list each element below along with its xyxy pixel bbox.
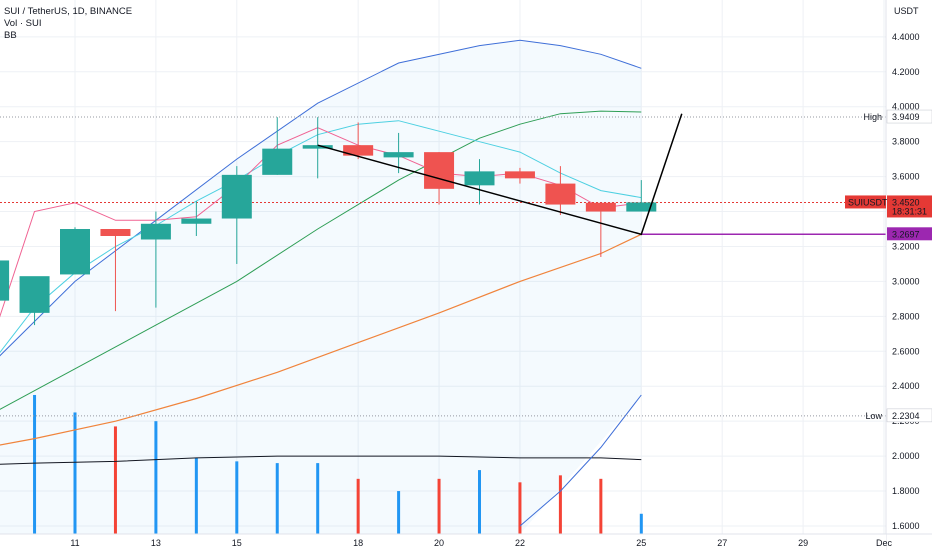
price-axis-tick: 2.8000: [892, 311, 920, 321]
candle-body[interactable]: [585, 202, 616, 212]
time-axis-tick: 22: [515, 538, 525, 548]
legend-volume[interactable]: Vol · SUI: [4, 18, 42, 29]
time-axis-tick: 18: [353, 538, 363, 548]
candle-body[interactable]: [383, 152, 414, 158]
low-value-box: [886, 408, 932, 423]
candle-body[interactable]: [100, 229, 131, 236]
candle-body[interactable]: [221, 174, 252, 219]
volume-bar: [437, 478, 441, 534]
volume-bar: [639, 513, 643, 534]
price-axis-tick: 3.6000: [892, 172, 920, 182]
candle-body[interactable]: [0, 260, 10, 301]
volume-bar: [154, 421, 158, 534]
price-axis-tick: 3.0000: [892, 276, 920, 286]
low-axis-value: 2.2304: [892, 411, 920, 421]
support-price-box: [887, 227, 932, 241]
time-axis-bg: [0, 534, 886, 550]
trend-line-drawing[interactable]: [317, 113, 683, 236]
candle-body[interactable]: [504, 171, 535, 179]
time-axis-tick: 11: [70, 538, 79, 548]
time-axis-tick: 15: [232, 538, 242, 548]
price-axis-tick: 4.2000: [892, 67, 920, 77]
volume-bar: [33, 394, 37, 534]
candle-body[interactable]: [60, 229, 90, 275]
current-price-countdown: 18:31:31: [892, 206, 927, 216]
time-axis-tick: 13: [151, 538, 161, 548]
time-axis-tick: 27: [717, 538, 727, 548]
time-axis-tick: 29: [798, 538, 808, 548]
candle-body[interactable]: [302, 145, 333, 149]
volume-bar: [113, 426, 117, 534]
volume-bar: [316, 463, 320, 534]
high-label: High: [863, 112, 882, 122]
price-axis-tick: 1.6000: [892, 521, 920, 531]
current-symbol-box: [845, 195, 886, 209]
volume-bar: [73, 412, 77, 534]
legend-bb[interactable]: BB: [4, 30, 17, 41]
legend-symbol[interactable]: SUI / TetherUS, 1D, BINANCE: [4, 6, 133, 17]
support-price-value: 3.2697: [892, 229, 920, 239]
current-price-box: [887, 195, 932, 218]
bb-lower-line: [519, 394, 642, 527]
volume-bar: [194, 457, 198, 534]
candle-body[interactable]: [262, 148, 293, 175]
price-axis-tick: 2.6000: [892, 346, 920, 356]
current-symbol-label: SUIUSDT: [848, 197, 888, 207]
current-price-value: 3.4520: [892, 197, 920, 207]
volume-ma-line: [0, 455, 642, 465]
candle-body[interactable]: [545, 183, 576, 205]
price-axis-tick: 3.2000: [892, 241, 920, 251]
ma-orange-line: [0, 233, 642, 446]
candle-body[interactable]: [140, 223, 171, 240]
candle-body[interactable]: [19, 276, 50, 313]
volume-bar: [599, 478, 603, 534]
time-axis-tick: 20: [434, 538, 444, 548]
volume-bar: [275, 463, 279, 534]
candle-body[interactable]: [464, 171, 495, 186]
candle-body[interactable]: [626, 202, 657, 212]
volume-bar: [397, 491, 401, 534]
time-axis-tick: Dec: [876, 538, 893, 548]
bb-fill: [0, 40, 642, 534]
price-axis-tick: 2.4000: [892, 381, 920, 391]
bb-upper-line: [0, 39, 642, 357]
price-axis-tick: 3.8000: [892, 137, 920, 147]
price-axis-tick: 1.8000: [892, 486, 920, 496]
high-value-box: [886, 109, 932, 124]
price-axis-tick: 4.4000: [892, 32, 920, 42]
low-label: Low: [865, 411, 882, 421]
chart-legend: SUI / TetherUS, 1D, BINANCE Vol · SUI BB: [4, 6, 132, 42]
time-axis-tick: 25: [636, 538, 646, 548]
high-axis-value: 3.9409: [892, 112, 920, 122]
candle-body[interactable]: [343, 145, 374, 156]
volume-bar: [478, 470, 481, 534]
candle-body[interactable]: [424, 152, 455, 189]
volume-bar: [235, 461, 239, 534]
volume-bar: [518, 482, 522, 534]
price-axis-tick: 4.0000: [892, 102, 920, 112]
volume-bar: [356, 478, 360, 534]
volume-bar: [558, 475, 562, 534]
bb-basis-line: [0, 110, 642, 410]
price-axis-tick: 2.0000: [892, 451, 920, 461]
price-axis-currency: USDT: [894, 6, 919, 16]
candle-body[interactable]: [181, 218, 212, 224]
